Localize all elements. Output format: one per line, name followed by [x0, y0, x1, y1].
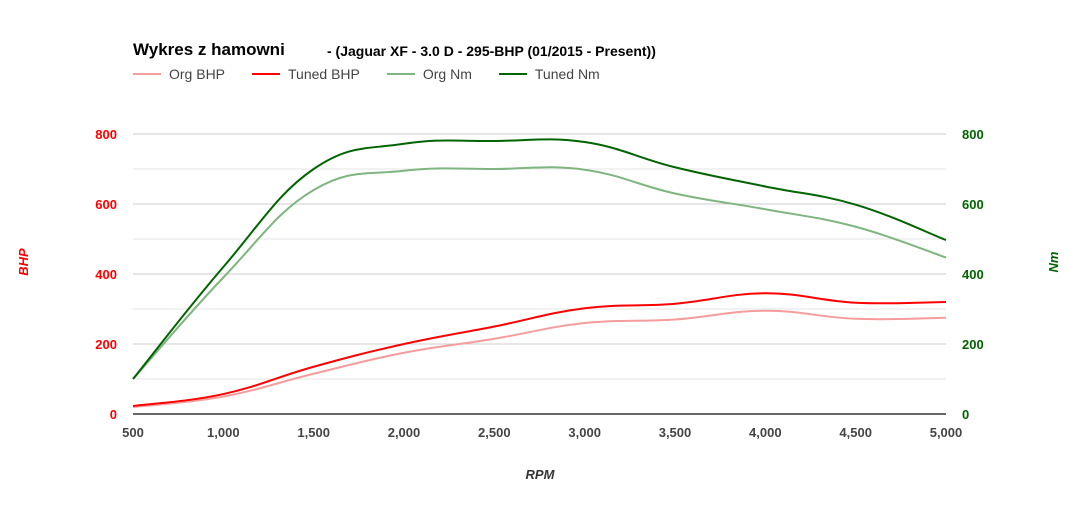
left-axis-ticks: 0 200 400 600 800 — [95, 127, 117, 422]
legend-label: Tuned Nm — [534, 66, 600, 82]
series-line-tuned-nm[interactable] — [132, 138, 947, 380]
legend-item-org-nm[interactable]: Org Nm — [386, 66, 472, 82]
legend-swatch-icon — [386, 73, 415, 75]
legend-swatch-icon — [252, 73, 281, 75]
legend-label: Org BHP — [169, 66, 226, 82]
x-tick-label: 1,500 — [297, 425, 330, 440]
x-axis-ticks: 500 1,000 1,500 2,000 2,500 3,000 3,500 4,000 4,… — [122, 425, 962, 440]
chart-title: Wykres z hamowni — [133, 40, 285, 59]
legend-swatch-icon — [498, 73, 527, 75]
series-line-tuned-bhp[interactable] — [132, 292, 947, 407]
series-line-org-nm[interactable] — [132, 166, 947, 380]
series-lines — [132, 138, 947, 408]
left-tick-label: 600 — [95, 197, 117, 212]
x-tick-label: 5,000 — [930, 425, 963, 440]
right-axis-ticks: 0 200 400 600 800 — [962, 127, 984, 422]
gridlines — [133, 133, 946, 380]
right-axis-title: Nm — [1046, 251, 1061, 272]
left-tick-label: 800 — [95, 127, 117, 142]
chart-subtitle: - (Jaguar XF - 3.0 D - 295-BHP (01/2015 … — [327, 43, 656, 59]
x-tick-label: 2,500 — [478, 425, 511, 440]
x-axis-title: RPM — [526, 467, 556, 482]
right-tick-label: 200 — [962, 337, 984, 352]
legend: Org BHP Tuned BHP Org Nm Tuned Nm — [133, 66, 627, 82]
right-tick-label: 600 — [962, 197, 984, 212]
legend-item-tuned-bhp[interactable]: Tuned BHP — [252, 66, 360, 82]
x-tick-label: 4,500 — [839, 425, 872, 440]
left-tick-label: 0 — [110, 407, 117, 422]
left-tick-label: 200 — [95, 337, 117, 352]
legend-swatch-icon — [133, 73, 161, 75]
legend-label: Tuned BHP — [288, 66, 360, 82]
left-tick-label: 400 — [95, 267, 117, 282]
right-tick-label: 0 — [962, 407, 969, 422]
x-tick-label: 500 — [122, 425, 144, 440]
legend-label: Org Nm — [422, 66, 472, 82]
legend-item-tuned-nm[interactable]: Tuned Nm — [498, 66, 600, 82]
x-tick-label: 4,000 — [749, 425, 782, 440]
x-tick-label: 3,500 — [659, 425, 692, 440]
legend-item-org-bhp[interactable]: Org BHP — [133, 66, 225, 82]
x-tick-label: 1,000 — [207, 425, 240, 440]
series-line-org-bhp[interactable] — [132, 309, 947, 408]
right-tick-label: 800 — [962, 127, 984, 142]
x-tick-label: 2,000 — [388, 425, 421, 440]
x-tick-label: 3,000 — [568, 425, 601, 440]
right-tick-label: 400 — [962, 267, 984, 282]
left-axis-title: BHP — [16, 248, 31, 276]
